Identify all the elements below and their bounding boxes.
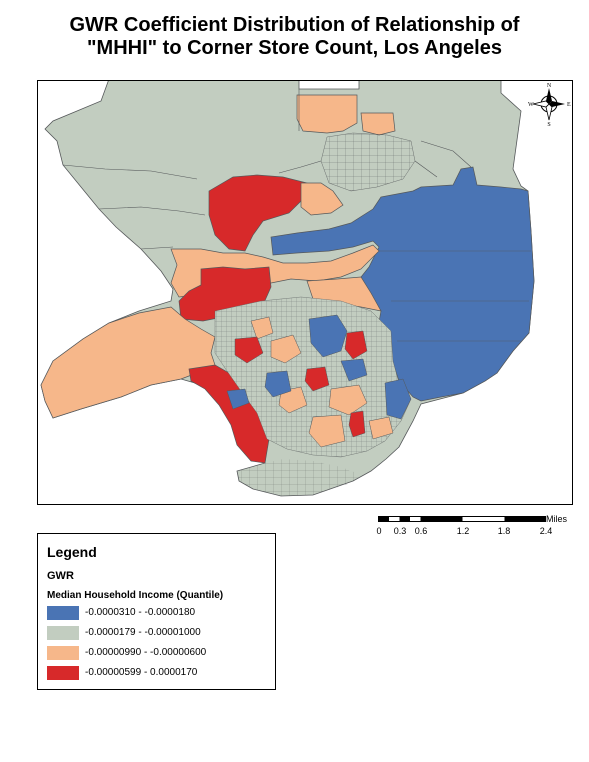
scale-tick-label: 0.3	[393, 526, 407, 536]
scale-tick-label: 1.2	[456, 526, 470, 536]
compass-rose-icon: N S E W	[528, 83, 571, 128]
legend: Legend GWR Median Household Income (Quan…	[37, 533, 276, 690]
orange-region-northeast	[360, 112, 396, 136]
legend-item-label: -0.00000599 - 0.0000170	[85, 667, 198, 678]
scale-unit: Miles	[546, 514, 568, 524]
choropleth-map	[40, 81, 535, 497]
scale-tick-label: 0.6	[414, 526, 428, 536]
legend-swatch	[47, 626, 79, 640]
legend-title: Legend	[47, 544, 97, 560]
legend-swatch	[47, 606, 79, 620]
orange-region-north	[296, 94, 358, 134]
orange-region-southwest	[40, 306, 216, 419]
legend-swatch	[47, 646, 79, 660]
west-label: W	[528, 102, 534, 108]
north-label: N	[547, 83, 552, 89]
map-title-line-2: "MHHI" to Corner Store Count, Los Angele…	[87, 37, 502, 59]
scale-bar-graphic	[378, 516, 546, 522]
legend-field-name: Median Household Income (Quantile)	[47, 590, 224, 601]
map-frame[interactable]	[37, 80, 573, 505]
scale-tick-label: 2.4	[539, 526, 553, 536]
orange-region-northwest	[300, 182, 344, 216]
map-title: GWR Coefficient Distribution of Relation…	[0, 14, 589, 60]
east-label: E	[567, 102, 571, 108]
legend-item-label: -0.0000179 - -0.00001000	[85, 627, 201, 638]
north-arrow: N S E W	[527, 82, 571, 128]
scale-bar: Miles 0 0.3 0.6 1.2 1.8 2.4	[376, 513, 578, 539]
legend-swatch	[47, 666, 79, 680]
red-region-north	[208, 174, 308, 252]
legend-item-label: -0.00000990 - -0.00000600	[85, 647, 207, 658]
scale-tick-label: 0	[376, 526, 382, 536]
map-title-line-1: GWR Coefficient Distribution of Relation…	[69, 14, 520, 36]
legend-layer-name: GWR	[47, 570, 74, 582]
legend-item-label: -0.0000310 - -0.0000180	[85, 607, 196, 618]
scale-tick-label: 1.8	[497, 526, 511, 536]
blue-patch-central	[308, 314, 348, 358]
south-label: S	[547, 122, 550, 126]
